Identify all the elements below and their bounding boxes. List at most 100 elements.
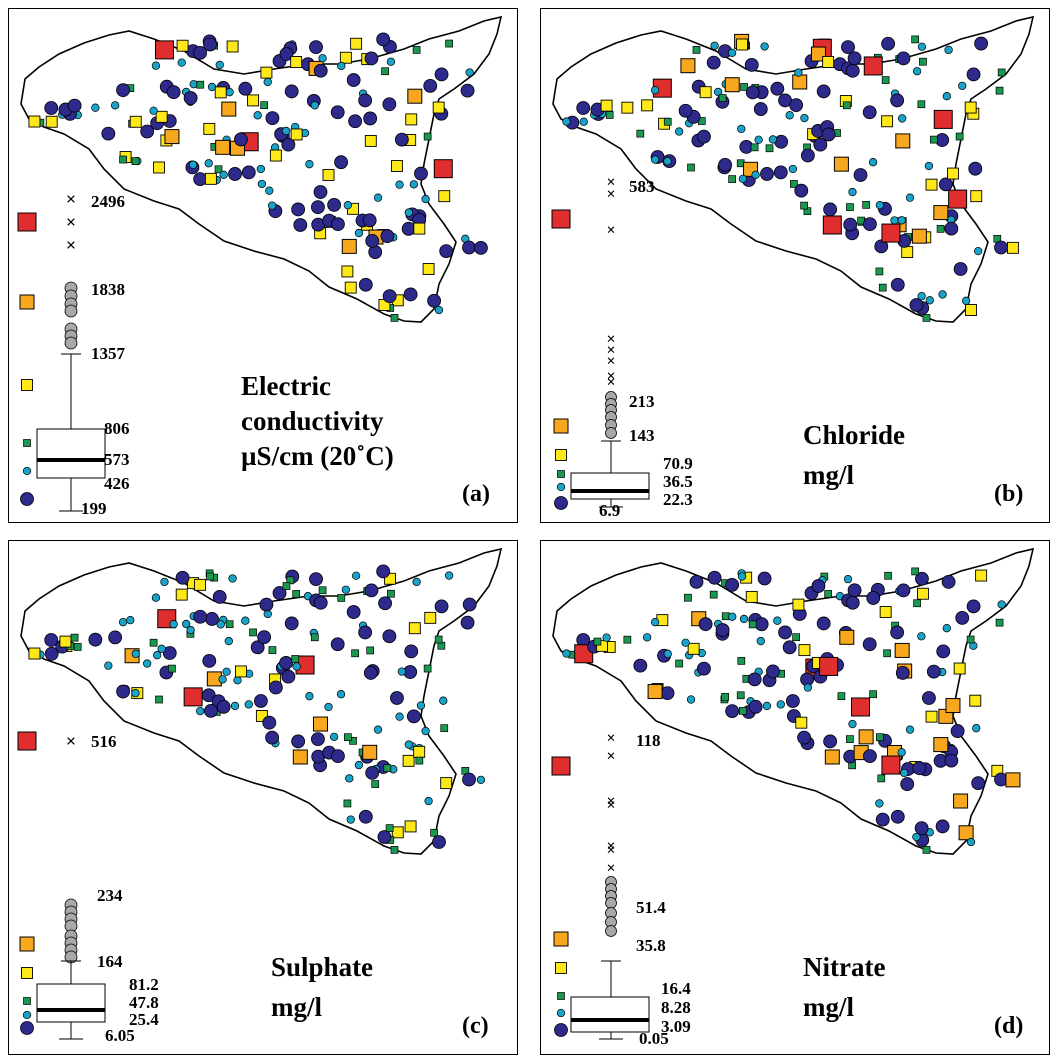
station-marker [59, 635, 72, 648]
station-marker [955, 610, 970, 625]
station-marker [938, 177, 953, 192]
station-marker [247, 94, 260, 107]
legend-class5-marker [19, 936, 35, 952]
station-marker [465, 68, 474, 77]
station-marker [841, 40, 855, 55]
station-marker [800, 148, 815, 163]
station-marker [253, 111, 262, 120]
station-marker [234, 665, 247, 678]
station-marker [318, 586, 327, 595]
station-marker [378, 596, 393, 611]
station-marker [938, 290, 947, 299]
station-marker [687, 642, 700, 655]
outlier-mark [64, 304, 78, 318]
station-marker [183, 91, 198, 105]
station-marker [710, 41, 719, 50]
station-marker [427, 293, 442, 308]
station-marker [255, 710, 268, 722]
outlier-mark [605, 925, 617, 937]
station-marker [911, 228, 927, 244]
boxplot-stat-label: 36.5 [663, 472, 693, 491]
station-marker [917, 291, 926, 301]
station-marker [912, 832, 921, 842]
station-marker [363, 111, 378, 126]
station-marker [391, 826, 404, 839]
station-marker [131, 689, 140, 698]
station-marker [160, 577, 169, 587]
station-marker [216, 699, 231, 714]
station-marker [750, 143, 759, 152]
station-marker [330, 105, 345, 120]
station-marker [950, 724, 965, 738]
station-marker [1006, 241, 1019, 254]
station-marker [310, 101, 319, 110]
station-marker [964, 101, 977, 114]
station-marker [290, 56, 303, 68]
station-marker [189, 80, 198, 89]
station-marker [800, 113, 809, 123]
station-marker [222, 667, 231, 676]
station-marker [881, 36, 896, 51]
station-marker [339, 51, 352, 64]
station-marker [800, 201, 808, 210]
station-marker [945, 698, 961, 714]
station-marker [434, 635, 443, 644]
station-marker [28, 115, 41, 128]
station-marker [966, 635, 975, 644]
station-marker [782, 640, 797, 655]
station-marker [91, 103, 100, 112]
outlier-extreme-mark: × [606, 174, 615, 191]
station-marker [663, 649, 672, 658]
station-marker [336, 690, 346, 699]
station-marker [958, 825, 974, 841]
station-marker [913, 599, 921, 608]
station-marker [875, 799, 884, 808]
station-marker [736, 38, 749, 51]
station-marker [346, 815, 355, 824]
station-marker [754, 617, 769, 632]
station-marker [736, 691, 745, 700]
station-marker [414, 166, 428, 181]
station-marker [776, 700, 785, 709]
panel-title-line: Chloride [803, 420, 905, 450]
station-marker [760, 42, 769, 51]
station-marker [961, 296, 971, 305]
station-marker [460, 615, 475, 630]
station-marker [995, 86, 1004, 95]
station-marker [205, 612, 219, 626]
station-marker [241, 616, 250, 625]
station-marker [169, 620, 178, 629]
station-marker [925, 710, 938, 723]
boxplot-stat-label: 426 [104, 474, 130, 493]
station-marker [313, 63, 328, 78]
station-marker [697, 129, 711, 144]
station-marker [816, 84, 831, 99]
station-marker [898, 114, 907, 123]
station-marker [423, 664, 432, 673]
station-marker [253, 694, 268, 708]
station-marker [284, 84, 299, 99]
station-marker [182, 619, 191, 629]
station-marker [193, 45, 207, 60]
station-marker [363, 666, 378, 680]
station-marker [785, 694, 800, 708]
station-marker [737, 572, 747, 581]
station-marker [917, 42, 927, 51]
station-marker [279, 656, 293, 670]
station-marker [422, 263, 435, 275]
outlier-extreme-mark: × [606, 838, 615, 855]
station-marker [824, 590, 833, 598]
station-marker [262, 715, 277, 730]
station-marker [917, 587, 929, 600]
station-marker [362, 744, 378, 760]
station-marker [821, 127, 836, 142]
station-marker [917, 632, 926, 641]
station-marker [947, 167, 959, 180]
station-marker [313, 185, 328, 199]
station-marker [269, 149, 282, 162]
station-marker [344, 281, 357, 294]
boxplot-stat-label: 70.9 [663, 454, 693, 473]
station-marker [846, 735, 854, 743]
station-marker [684, 593, 692, 602]
station-marker [738, 174, 748, 184]
